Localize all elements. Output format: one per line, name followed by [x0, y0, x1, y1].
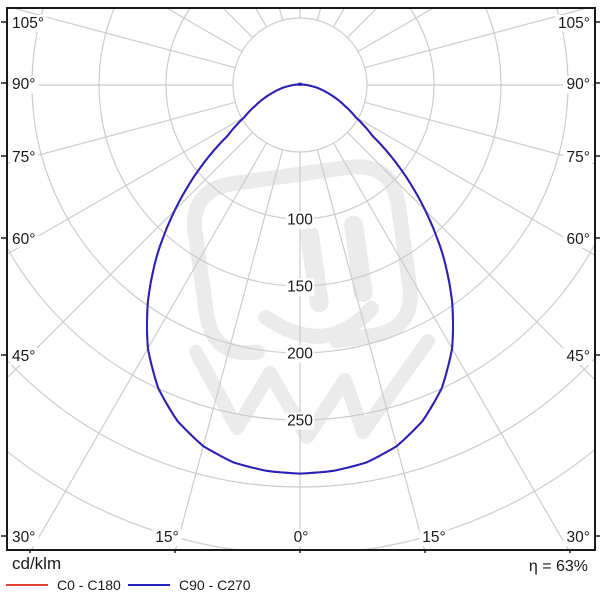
legend-unit-label: cd/klm	[12, 554, 62, 573]
ring-label-200: 200	[287, 346, 313, 363]
angle-label-left-3: 60°	[12, 231, 35, 248]
polar-intensity-chart: 105° 90° 75° 60° 45° 30° 30° 45° 60° 75° 90° 105° 15…	[1, 7, 600, 553]
ring-label-150: 150	[287, 279, 313, 296]
legend-label-c0-c180: C0 - C180	[57, 577, 121, 593]
watermark-smile	[258, 301, 379, 344]
frame-ticks	[1, 21, 600, 553]
angle-label-right-0: 30°	[567, 529, 590, 546]
grid-spoke-45	[346, 131, 594, 380]
grid-spoke-75	[364, 101, 594, 165]
polar-chart-canvas: 105° 90° 75° 60° 45° 30° 30° 45° 60° 75° 90° 105° 15…	[1, 7, 600, 553]
legend-item-c90-c270: C90 - C270	[128, 577, 251, 593]
curve-c90-c270	[146, 82, 454, 475]
grid-spoke-105	[364, 9, 586, 69]
angle-label-right-5: 105°	[558, 15, 590, 32]
watermark-pin-left	[300, 225, 329, 313]
grid-spoke-60	[357, 117, 594, 256]
chart-frame	[6, 7, 596, 551]
angle-label-right-3: 75°	[567, 149, 590, 166]
grid-spoke-30	[332, 142, 569, 549]
grid-spoke-345	[175, 149, 284, 549]
grid-spoke-300	[8, 117, 243, 255]
grid-spoke-15	[316, 149, 425, 549]
angle-label-bottom-1: 0°	[294, 529, 309, 546]
angle-label-left-5: 30°	[12, 529, 35, 546]
legend-swatch-red-line	[6, 584, 48, 587]
ring-label-250: 250	[287, 413, 313, 430]
angle-label-left-2: 75°	[12, 149, 35, 166]
legend-label-c90-c270: C90 - C270	[179, 577, 251, 593]
grid-spoke-315	[8, 131, 254, 378]
grid-spoke-330	[31, 142, 268, 549]
ring-label-100: 100	[287, 212, 313, 229]
angle-label-right-4: 90°	[567, 76, 590, 93]
angle-label-bottom-2: 15°	[422, 529, 445, 546]
grid-spoke-285	[8, 101, 236, 164]
grid-spoke-255	[14, 9, 236, 69]
grid-spoke-165	[316, 9, 321, 21]
angle-label-right-1: 45°	[567, 348, 590, 365]
angle-label-left-4: 45°	[12, 348, 35, 365]
watermark-logo	[187, 159, 435, 444]
angle-label-right-2: 60°	[567, 231, 590, 248]
legend-swatch-blue-line	[128, 584, 170, 587]
intensity-curves	[146, 82, 454, 475]
angle-label-left-1: 90°	[12, 76, 35, 93]
axis-labels: 105° 90° 75° 60° 45° 30° 30° 45° 60° 75° 90° 105° 15…	[10, 15, 592, 546]
watermark-pin-right	[344, 215, 373, 303]
angle-label-left-0: 105°	[12, 15, 44, 32]
watermark-cable-zigzag	[189, 334, 435, 444]
efficiency-value: η = 63%	[528, 558, 588, 575]
grid-spoke-195	[279, 9, 284, 21]
angle-label-bottom-0: 15°	[155, 529, 178, 546]
legend-item-c0-c180: C0 - C180	[6, 577, 121, 593]
